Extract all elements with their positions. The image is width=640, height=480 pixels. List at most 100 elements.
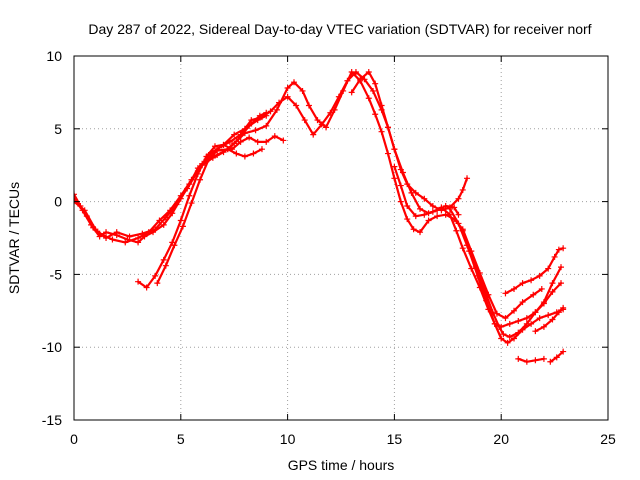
data-point bbox=[500, 331, 507, 338]
data-point bbox=[511, 335, 518, 342]
x-tick-label: 25 bbox=[600, 431, 616, 447]
data-point bbox=[511, 307, 518, 314]
x-tick-label: 15 bbox=[387, 431, 403, 447]
data-point bbox=[299, 87, 306, 94]
data-point bbox=[429, 208, 436, 215]
data-point bbox=[135, 235, 142, 241]
data-point bbox=[365, 69, 372, 76]
data-point bbox=[549, 288, 556, 295]
data-point bbox=[250, 150, 257, 157]
data-point bbox=[143, 284, 150, 291]
y-axis-label: SDTVAR / TECUs bbox=[6, 182, 22, 294]
y-tick-label: -10 bbox=[42, 339, 62, 355]
data-point bbox=[271, 133, 278, 140]
data-point bbox=[540, 355, 547, 362]
data-point bbox=[224, 146, 231, 153]
data-point bbox=[214, 147, 221, 154]
data-point bbox=[459, 227, 466, 234]
series-arc-4 bbox=[199, 69, 545, 322]
data-point bbox=[455, 220, 462, 227]
data-point bbox=[515, 355, 522, 362]
series-arc-11 bbox=[515, 355, 547, 365]
x-tick-label: 5 bbox=[177, 431, 185, 447]
data-point bbox=[434, 213, 441, 220]
data-point bbox=[397, 198, 404, 205]
data-point bbox=[560, 245, 567, 252]
data-point bbox=[511, 285, 518, 292]
x-tick-label: 0 bbox=[70, 431, 78, 447]
data-point bbox=[273, 106, 280, 113]
data-point bbox=[284, 93, 291, 100]
data-point bbox=[372, 80, 379, 87]
data-point bbox=[378, 102, 385, 109]
chart-title: Day 287 of 2022, Sidereal Day-to-day VTE… bbox=[88, 21, 591, 37]
data-point bbox=[549, 280, 556, 287]
y-tick-label: 5 bbox=[54, 121, 62, 137]
y-tick-label: -15 bbox=[42, 412, 62, 428]
data-point bbox=[421, 195, 428, 202]
data-point bbox=[536, 272, 543, 279]
data-point bbox=[438, 204, 445, 211]
data-point bbox=[498, 335, 505, 342]
data-point bbox=[179, 223, 186, 230]
tick-labels: 0 5 10 15 20 25 -15 -10 -5 0 5 10 bbox=[42, 48, 616, 447]
data-point bbox=[468, 265, 475, 272]
data-point bbox=[555, 246, 562, 253]
data-point bbox=[194, 170, 201, 177]
data-point bbox=[536, 315, 543, 322]
data-point bbox=[446, 211, 453, 218]
data-point bbox=[160, 221, 167, 228]
x-tick-label: 20 bbox=[493, 431, 509, 447]
data-point bbox=[538, 285, 545, 292]
series-line bbox=[517, 357, 545, 363]
series-arc-8 bbox=[459, 227, 567, 346]
data-point bbox=[421, 211, 428, 218]
data-point bbox=[323, 124, 330, 131]
series-layer bbox=[74, 69, 567, 365]
data-point bbox=[410, 226, 417, 233]
series-line bbox=[461, 229, 565, 344]
series-arc-6 bbox=[391, 163, 565, 330]
series-arc-12 bbox=[547, 348, 567, 365]
data-point bbox=[560, 348, 567, 355]
data-point bbox=[162, 214, 169, 221]
data-point bbox=[466, 248, 473, 255]
data-point bbox=[391, 146, 398, 153]
data-point bbox=[211, 143, 218, 150]
data-point bbox=[404, 202, 411, 209]
data-point bbox=[504, 339, 511, 346]
data-point bbox=[493, 310, 500, 317]
data-point bbox=[263, 138, 270, 145]
data-point bbox=[547, 358, 554, 365]
series-line bbox=[201, 70, 543, 320]
data-point bbox=[391, 175, 398, 182]
data-point bbox=[404, 181, 411, 188]
data-point bbox=[397, 166, 404, 173]
series-arc-1 bbox=[74, 109, 270, 246]
data-point bbox=[523, 315, 530, 322]
series-arc-13 bbox=[135, 133, 287, 291]
data-point bbox=[122, 239, 129, 246]
x-tick-label: 10 bbox=[280, 431, 296, 447]
data-point bbox=[558, 280, 565, 287]
data-point bbox=[474, 272, 481, 279]
data-point bbox=[502, 315, 509, 322]
data-point bbox=[177, 217, 184, 224]
data-point bbox=[152, 226, 159, 233]
data-point bbox=[340, 87, 347, 94]
data-point bbox=[404, 216, 411, 223]
data-point bbox=[555, 309, 562, 316]
series-line bbox=[393, 165, 563, 328]
data-point bbox=[519, 280, 526, 287]
data-point bbox=[258, 114, 265, 121]
data-point bbox=[357, 76, 364, 83]
data-point bbox=[241, 130, 248, 137]
data-point bbox=[254, 138, 261, 145]
data-point bbox=[532, 309, 539, 316]
y-tick-label: 0 bbox=[54, 194, 62, 210]
data-point bbox=[391, 163, 398, 170]
data-point bbox=[103, 235, 110, 241]
data-point bbox=[378, 128, 385, 135]
data-point bbox=[241, 153, 248, 160]
data-point bbox=[417, 205, 424, 212]
